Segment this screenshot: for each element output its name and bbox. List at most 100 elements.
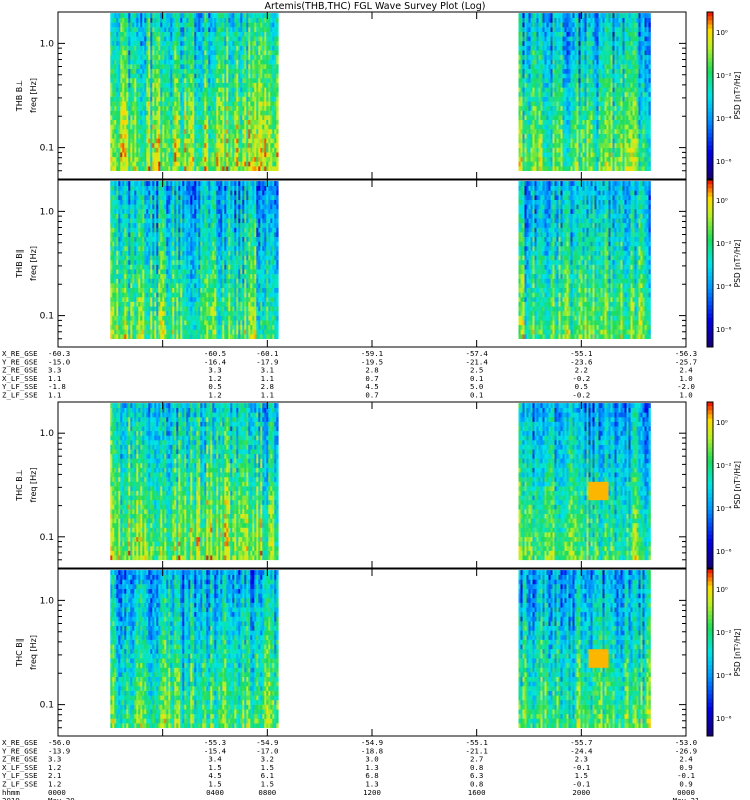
ephemeris-value: -21.4 xyxy=(466,357,489,366)
colorbar-segment xyxy=(707,493,713,498)
colorbar-tick-label: 10⁻⁶ xyxy=(716,326,732,334)
ephemeris-value: 1600 xyxy=(468,788,486,797)
ephemeris-value: 0800 xyxy=(258,788,276,797)
colorbar-segment xyxy=(707,706,713,712)
colorbar-segment xyxy=(707,108,713,113)
colorbar-segment xyxy=(707,447,713,453)
ephemeris-value: 0000 xyxy=(48,788,66,797)
colorbar-tick-label: 10⁰ xyxy=(716,419,728,427)
colorbar-segment xyxy=(707,174,713,180)
ephemeris-row-name: Y_LF_SSE xyxy=(2,382,38,391)
colorbar-segment xyxy=(707,158,713,163)
colorbar-segment xyxy=(707,598,713,603)
colorbar-segment xyxy=(707,83,713,88)
colorbar-segment xyxy=(707,37,713,42)
ephemeris-value: -17.0 xyxy=(256,746,278,755)
ephemeris-row-name: Z_LF_SSE xyxy=(2,780,38,789)
colorbar-segment xyxy=(707,673,713,678)
ephemeris-value: 0.5 xyxy=(208,382,221,391)
ephemeris-value: 3.4 xyxy=(208,755,222,764)
colorbar-tick-label: 10⁰ xyxy=(716,29,728,37)
colorbar-segment xyxy=(707,213,713,218)
colorbar-segment xyxy=(707,103,713,109)
colorbar-segment xyxy=(707,410,713,415)
colorbar-segment xyxy=(707,330,713,335)
ephemeris-value: 1.1 xyxy=(261,374,274,383)
colorbar-segment xyxy=(707,464,713,469)
colorbar-segment xyxy=(707,547,713,552)
colorbar-segment xyxy=(707,53,713,59)
colorbar-segment xyxy=(707,460,713,465)
ephemeris-value: 4.5 xyxy=(208,771,221,780)
spectrogram-panel: 1.0 0.1 THB B⊥ freq [Hz] xyxy=(15,11,687,180)
colorbar-segment xyxy=(707,200,713,206)
colorbar-segment xyxy=(707,530,713,536)
colorbar-segment xyxy=(707,116,713,121)
colorbar-segment xyxy=(707,422,713,428)
colorbar-segment xyxy=(707,128,713,134)
ephemeris-value: 3.3 xyxy=(208,366,221,375)
ephemeris-value: 2.1 xyxy=(48,771,61,780)
colorbar-segment xyxy=(707,62,713,67)
colorbar-segment xyxy=(707,443,713,449)
y-tick-label: 0.1 xyxy=(40,144,54,154)
ephemeris-value: -1.8 xyxy=(48,382,66,391)
y-tick-label: 0.1 xyxy=(40,533,54,543)
spectrogram-panel: 1.0 0.1 THC B⊥ freq [Hz] xyxy=(15,401,687,569)
colorbar-segment xyxy=(707,255,713,260)
ephemeris-value: -54.9 xyxy=(361,738,383,747)
ephemeris-value: -55.1 xyxy=(466,738,488,747)
colorbar-segment xyxy=(707,70,713,76)
ephemeris-value: -25.7 xyxy=(675,357,697,366)
ephemeris-value: 2.3 xyxy=(575,755,588,764)
colorbar-frame xyxy=(706,11,714,180)
ephemeris-value: -56.0 xyxy=(48,738,70,747)
ephemeris-value: -26.9 xyxy=(675,746,697,755)
colorbar-segment xyxy=(707,426,713,432)
ephemeris-value: 3.3 xyxy=(48,366,61,375)
colorbar-segment xyxy=(707,234,713,239)
ephemeris-value: 0.1 xyxy=(470,391,483,400)
ephemeris-value: 2.8 xyxy=(365,366,378,375)
ephemeris-value: -17.9 xyxy=(256,357,278,366)
colorbar-segment xyxy=(707,196,713,202)
colorbar-segment xyxy=(707,296,713,302)
colorbar-segment xyxy=(707,711,713,716)
colorbar-segment xyxy=(707,472,713,478)
y-axis-label: freq [Hz] xyxy=(29,635,38,670)
colorbar-segment xyxy=(707,509,713,515)
colorbar-segment xyxy=(707,514,713,519)
ephemeris-value: -19.5 xyxy=(361,357,383,366)
colorbar-segment xyxy=(707,24,713,30)
colorbar-segment xyxy=(707,656,713,662)
colorbar-segment xyxy=(707,259,713,264)
colorbar-segment xyxy=(707,526,713,532)
ephemeris-value: -56.3 xyxy=(675,349,697,358)
ephemeris-row-name: Y_RE_GSE xyxy=(2,746,38,755)
ephemeris-value: -60.1 xyxy=(256,349,278,358)
colorbar-segment xyxy=(707,184,713,189)
colorbar-segment xyxy=(707,301,713,306)
colorbar-segment xyxy=(707,313,713,319)
colorbar-segment xyxy=(707,99,713,105)
ephemeris-value: -2.0 xyxy=(677,382,695,391)
ephemeris-value: 0400 xyxy=(206,788,224,797)
ephemeris-value: 6.3 xyxy=(470,771,483,780)
ephemeris-value: -16.4 xyxy=(204,357,227,366)
colorbar-segment xyxy=(707,439,713,444)
colorbar-segment xyxy=(707,431,713,436)
ephemeris-row-name: Y_LF_SSE xyxy=(2,771,38,780)
colorbar-tick-label: 10⁻⁴ xyxy=(716,672,732,680)
colorbar-segment xyxy=(707,338,713,344)
y-tick-label: 1.0 xyxy=(40,596,55,606)
colorbar-segment xyxy=(707,112,713,117)
colorbar-segment xyxy=(707,522,713,527)
colorbar-segment xyxy=(707,149,713,155)
colorbar-segment xyxy=(707,573,713,578)
panel-label: THC B∥ xyxy=(15,638,24,668)
colorbar-segment xyxy=(707,170,713,176)
colorbar-segment xyxy=(707,326,713,331)
colorbar-segment xyxy=(707,263,713,269)
colorbar-frame xyxy=(706,179,714,348)
colorbar-tick-label: 10⁻⁶ xyxy=(716,158,732,166)
